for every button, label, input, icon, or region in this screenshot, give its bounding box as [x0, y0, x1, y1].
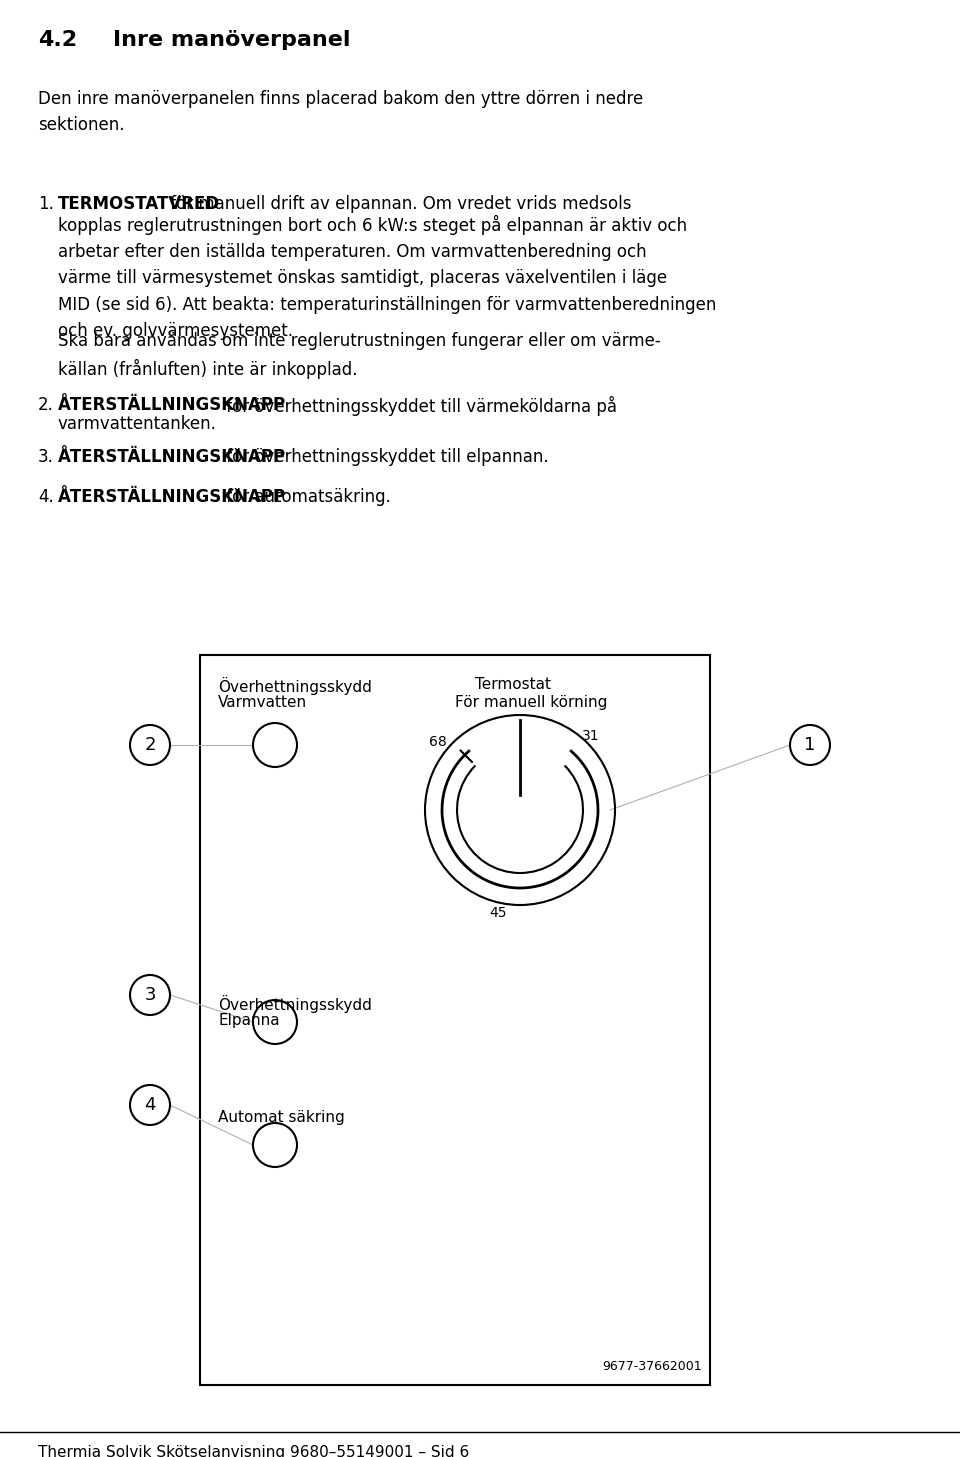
- Text: kopplas reglerutrustningen bort och 6 kW:s steget på elpannan är aktiv och
arbet: kopplas reglerutrustningen bort och 6 kW…: [58, 214, 716, 339]
- Text: Varmvatten: Varmvatten: [218, 695, 307, 710]
- Text: för automatsäkring.: för automatsäkring.: [221, 488, 391, 506]
- Text: Automat säkring: Automat säkring: [218, 1110, 345, 1125]
- Text: För manuell körning: För manuell körning: [455, 695, 608, 710]
- Text: Thermia Solvik Skötselanvisning 9680–55149001 – Sid 6: Thermia Solvik Skötselanvisning 9680–551…: [38, 1445, 469, 1457]
- Text: 4.: 4.: [38, 488, 54, 506]
- Text: för överhettningsskyddet till elpannan.: för överhettningsskyddet till elpannan.: [221, 449, 548, 466]
- Text: 45: 45: [490, 906, 507, 919]
- Text: Termostat: Termostat: [475, 678, 551, 692]
- Text: ÅTERSTÄLLNINGSKNAPP: ÅTERSTÄLLNINGSKNAPP: [58, 449, 286, 466]
- Text: för manuell drift av elpannan. Om vredet vrids medsols: för manuell drift av elpannan. Om vredet…: [165, 195, 632, 213]
- Text: Överhettningsskydd: Överhettningsskydd: [218, 995, 372, 1013]
- Text: ÅTERSTÄLLNINGSKNAPP: ÅTERSTÄLLNINGSKNAPP: [58, 396, 286, 414]
- Text: 3: 3: [144, 986, 156, 1004]
- Text: 2: 2: [144, 736, 156, 755]
- Text: 4.2: 4.2: [38, 31, 77, 50]
- Text: 4: 4: [144, 1096, 156, 1115]
- Text: ÅTERSTÄLLNINGSKNAPP: ÅTERSTÄLLNINGSKNAPP: [58, 488, 286, 506]
- Text: 3.: 3.: [38, 449, 54, 466]
- Text: Inre manöverpanel: Inre manöverpanel: [113, 31, 350, 50]
- Text: 2.: 2.: [38, 396, 54, 414]
- Text: Ska bara användas om inte reglerutrustningen fungerar eller om värme-
källan (fr: Ska bara användas om inte reglerutrustni…: [58, 332, 660, 379]
- Text: varmvattentanken.: varmvattentanken.: [58, 415, 217, 433]
- Bar: [200, 656, 710, 1386]
- Text: Den inre manöverpanelen finns placerad bakom den yttre dörren i nedre
sektionen.: Den inre manöverpanelen finns placerad b…: [38, 90, 643, 134]
- Text: 1.: 1.: [38, 195, 54, 213]
- Text: för överhettningsskyddet till värmeköldarna på: för överhettningsskyddet till värmekölda…: [221, 396, 617, 415]
- Text: 68: 68: [429, 736, 447, 749]
- Text: 1: 1: [804, 736, 816, 755]
- Text: Elpanna: Elpanna: [218, 1013, 279, 1029]
- Text: 9677-37662001: 9677-37662001: [602, 1359, 702, 1372]
- Text: TERMOSTATVRED: TERMOSTATVRED: [58, 195, 220, 213]
- Text: Överhettningsskydd: Överhettningsskydd: [218, 678, 372, 695]
- Text: 31: 31: [582, 730, 599, 743]
